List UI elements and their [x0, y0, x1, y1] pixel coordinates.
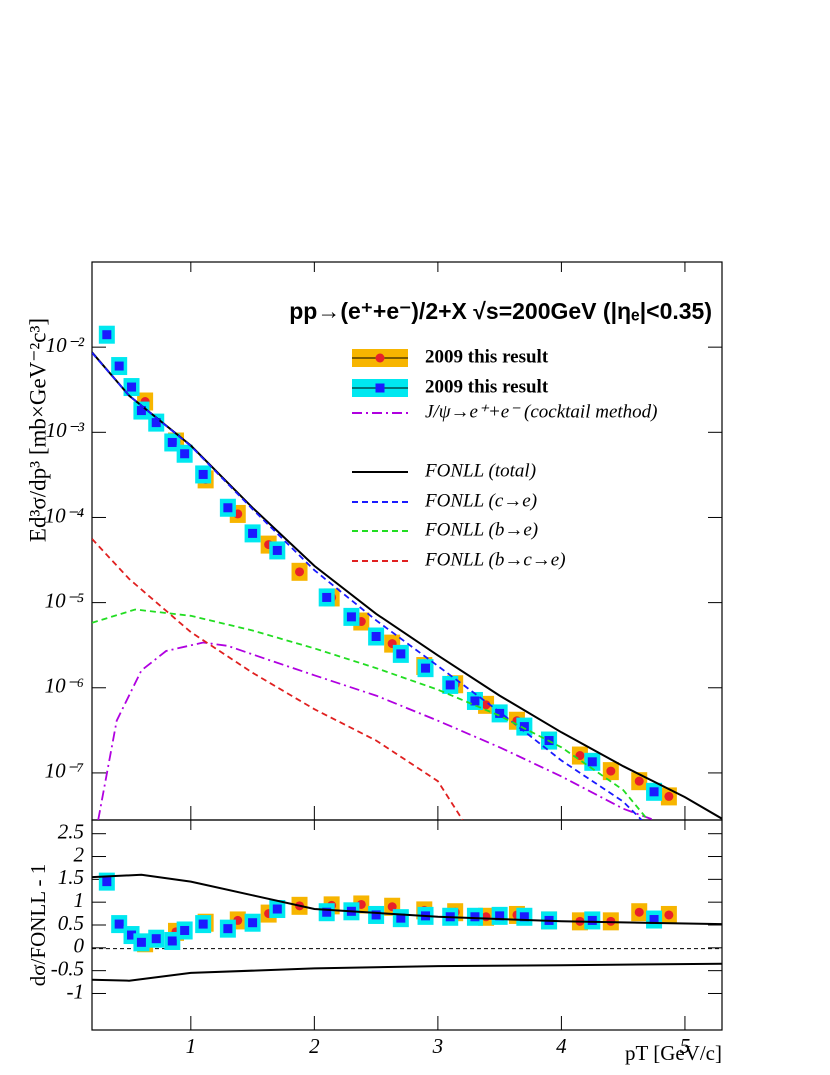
legend-label: FONLL (b→c→e) [424, 549, 566, 570]
y-tick-label: -1 [67, 979, 85, 1003]
point [272, 545, 282, 555]
legend-label: FONLL (b→e) [424, 519, 538, 540]
point [371, 632, 381, 642]
y-tick-label: 10⁻⁴ [45, 503, 84, 527]
point [223, 924, 233, 934]
curve [97, 641, 655, 820]
point [114, 361, 124, 371]
x-tick-label: 2 [309, 1034, 320, 1058]
point [136, 406, 146, 416]
y-tick-label: -0.5 [51, 956, 84, 980]
point [519, 722, 529, 732]
point [634, 907, 644, 917]
curve [92, 352, 643, 820]
point [346, 612, 356, 622]
point [396, 649, 406, 659]
point [587, 915, 597, 925]
point [180, 925, 190, 935]
point [151, 934, 161, 944]
point [167, 437, 177, 447]
legend-label: J/ψ→e⁺+e⁻ (cocktail method) [425, 401, 657, 422]
y-axis-title: Ed³σ/dp³ [mb×GeV⁻²c³] [25, 318, 50, 542]
x-tick-label: 5 [680, 1034, 691, 1058]
point [127, 382, 137, 392]
plot-area [92, 872, 722, 982]
point [248, 528, 258, 538]
point [167, 936, 177, 946]
point [102, 877, 112, 887]
y-tick-label: 2.5 [58, 820, 84, 844]
y-tick-label: 2 [74, 842, 85, 866]
y-tick-label: 10⁻⁵ [45, 588, 84, 612]
top-frame [91, 261, 723, 821]
y-tick-label: 10⁻⁷ [45, 759, 84, 783]
point [470, 912, 480, 922]
point [223, 503, 233, 513]
x-tick-label: 3 [432, 1034, 444, 1058]
curve [92, 962, 722, 982]
point [322, 592, 332, 602]
point [634, 776, 644, 786]
x-axis-title: pT [GeV/c] [625, 1041, 722, 1065]
legend-label: FONLL (total) [424, 460, 536, 481]
point [387, 902, 397, 912]
point [664, 791, 674, 801]
point [371, 910, 381, 920]
y-tick-label: 1.5 [58, 865, 84, 889]
curve [92, 538, 464, 820]
point [295, 567, 305, 577]
legend-label: 2009 this result [425, 376, 549, 397]
point [248, 918, 258, 928]
legend-label: FONLL (c→e) [424, 490, 537, 511]
point [198, 469, 208, 479]
point [519, 912, 529, 922]
x-tick-label: 4 [556, 1034, 567, 1058]
point [151, 418, 161, 428]
x-tick-label: 1 [186, 1034, 197, 1058]
point [470, 696, 480, 706]
point [606, 766, 616, 776]
point [649, 787, 659, 797]
point [664, 910, 674, 920]
point [127, 930, 137, 940]
point [587, 757, 597, 767]
point [102, 330, 112, 340]
legend-marker [375, 383, 385, 393]
point [495, 911, 505, 921]
y-tick-label: 10⁻⁶ [45, 674, 84, 698]
y-tick-label: 10⁻³ [46, 418, 85, 442]
y-tick-label: 0.5 [58, 911, 84, 935]
plot-area [92, 325, 722, 820]
chart-title: pp→(e⁺+e⁻)/2+X √s=200GeV (|ηₑ|<0.35) [289, 298, 712, 324]
ratio-axis-title: dσ/FONLL - 1 [26, 864, 50, 987]
curve [92, 608, 649, 820]
legend-label: 2009 this result [425, 346, 549, 367]
point [495, 708, 505, 718]
point [649, 915, 659, 925]
legend-marker [375, 353, 385, 363]
point [322, 907, 332, 917]
y-tick-label: 0 [74, 934, 85, 958]
curve [92, 873, 722, 926]
point [180, 449, 190, 459]
point [136, 937, 146, 947]
point [445, 680, 455, 690]
point [198, 919, 208, 929]
point [114, 919, 124, 929]
y-tick-label: 1 [74, 888, 85, 912]
point [396, 913, 406, 923]
point [421, 663, 431, 673]
point [272, 904, 282, 914]
y-tick-label: 10⁻² [46, 333, 85, 357]
